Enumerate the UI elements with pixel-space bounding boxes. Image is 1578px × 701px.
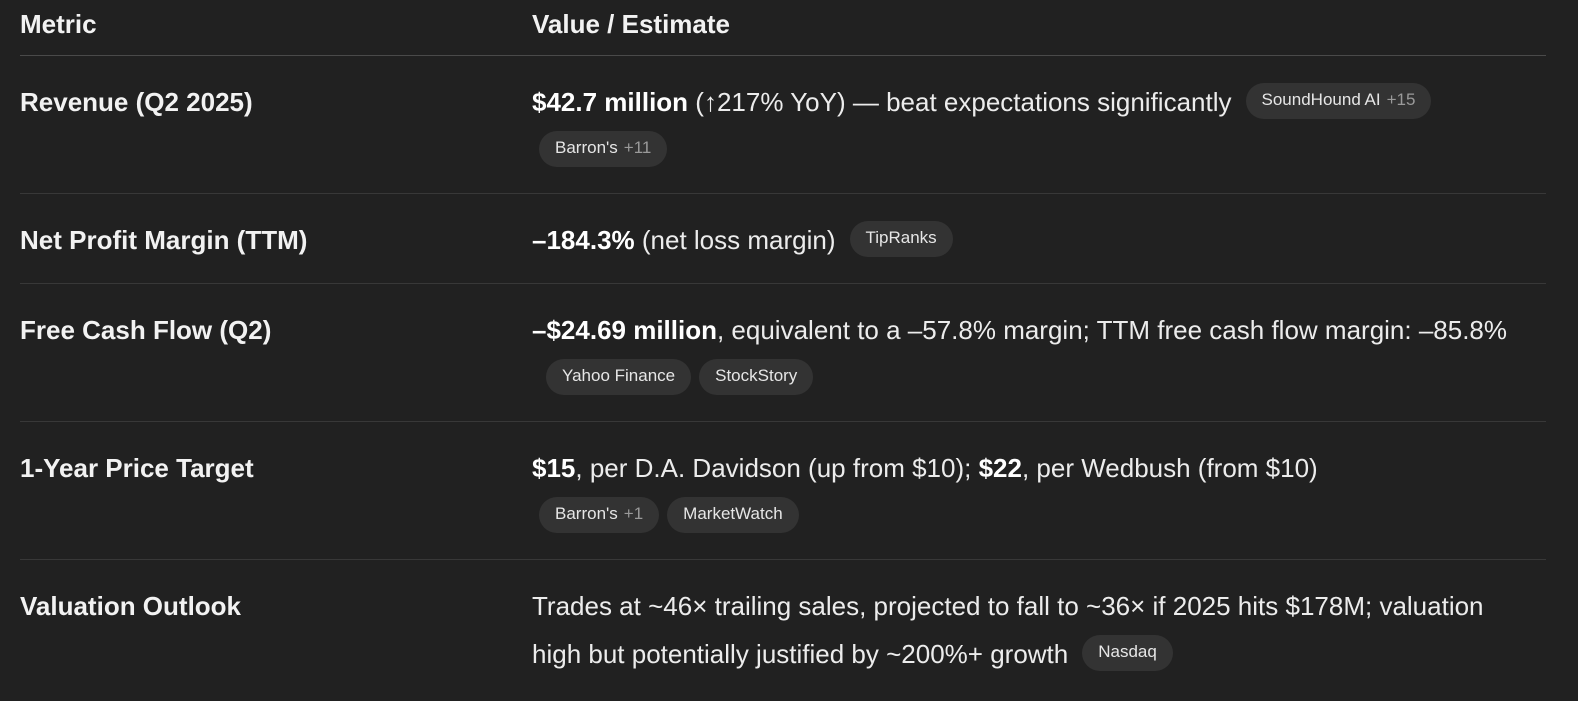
source-pill-stockstory[interactable]: StockStory (699, 359, 814, 396)
row-metric: Free Cash Flow (Q2) (20, 315, 272, 345)
pill-label: Barron's (555, 504, 618, 524)
source-pill-nasdaq[interactable]: Nasdaq (1082, 635, 1173, 672)
value-bold: $15 (532, 453, 576, 483)
value-text: (↑217% YoY) — beat expectations signific… (688, 87, 1232, 117)
table-row: 1-Year Price Target $15, per D.A. Davids… (20, 422, 1546, 560)
table-row: Revenue (Q2 2025) $42.7 million (↑217% Y… (20, 56, 1546, 194)
row-value: $42.7 million (↑217% YoY) — beat expecta… (532, 78, 1537, 174)
value-text: , equivalent to a –57.8% margin; TTM fre… (716, 315, 1508, 345)
pill-label: Barron's (555, 138, 618, 158)
value-text: , per D.A. Davidson (up from $10); (575, 453, 979, 483)
pill-label: SoundHound AI (1261, 90, 1381, 110)
pill-label: Nasdaq (1098, 642, 1157, 662)
value-text-2: , per Wedbush (from $10) (1021, 453, 1318, 483)
row-metric: Valuation Outlook (20, 591, 242, 621)
value-bold: $42.7 million (532, 87, 689, 117)
pill-label: TipRanks (865, 228, 937, 248)
row-metric: 1-Year Price Target (20, 453, 254, 483)
value-text: (net loss margin) (634, 225, 836, 255)
pill-more-count: +15 (1386, 90, 1416, 110)
pill-more-count: +11 (623, 138, 652, 158)
source-pill-barrons[interactable]: Barron's +1 (539, 497, 660, 534)
row-value: –184.3% (net loss margin) TipRanks (532, 216, 1537, 264)
metrics-table: Metric Value / Estimate Revenue (Q2 2025… (20, 0, 1546, 701)
source-pill-tipranks[interactable]: TipRanks (849, 221, 953, 258)
row-metric: Revenue (Q2 2025) (20, 87, 253, 117)
source-pill-barrons[interactable]: Barron's +11 (539, 131, 668, 168)
value-text: Trades at ~46× trailing sales, projected… (532, 591, 1484, 669)
pill-label: Yahoo Finance (562, 366, 676, 386)
row-value: –$24.69 million, equivalent to a –57.8% … (532, 306, 1537, 402)
header-value-estimate: Value / Estimate (532, 9, 730, 39)
source-pill-soundhound[interactable]: SoundHound AI +15 (1245, 83, 1432, 120)
table-header: Metric Value / Estimate (20, 0, 1546, 56)
row-value: Trades at ~46× trailing sales, projected… (532, 582, 1537, 678)
source-pill-yahoo-finance[interactable]: Yahoo Finance (546, 359, 692, 396)
value-bold: –184.3% (532, 225, 635, 255)
value-bold-2: $22 (978, 453, 1022, 483)
source-pill-marketwatch[interactable]: MarketWatch (667, 497, 799, 534)
table-row: Net Profit Margin (TTM) –184.3% (net los… (20, 194, 1546, 284)
table-row: Valuation Outlook Trades at ~46× trailin… (20, 560, 1546, 701)
header-metric: Metric (20, 9, 97, 39)
value-bold: –$24.69 million (532, 315, 717, 345)
table-row: Free Cash Flow (Q2) –$24.69 million, equ… (20, 284, 1546, 422)
pill-label: MarketWatch (683, 504, 783, 524)
pill-label: StockStory (715, 366, 798, 386)
row-value: $15, per D.A. Davidson (up from $10); $2… (532, 444, 1537, 540)
row-metric: Net Profit Margin (TTM) (20, 225, 308, 255)
pill-more-count: +1 (623, 504, 644, 524)
